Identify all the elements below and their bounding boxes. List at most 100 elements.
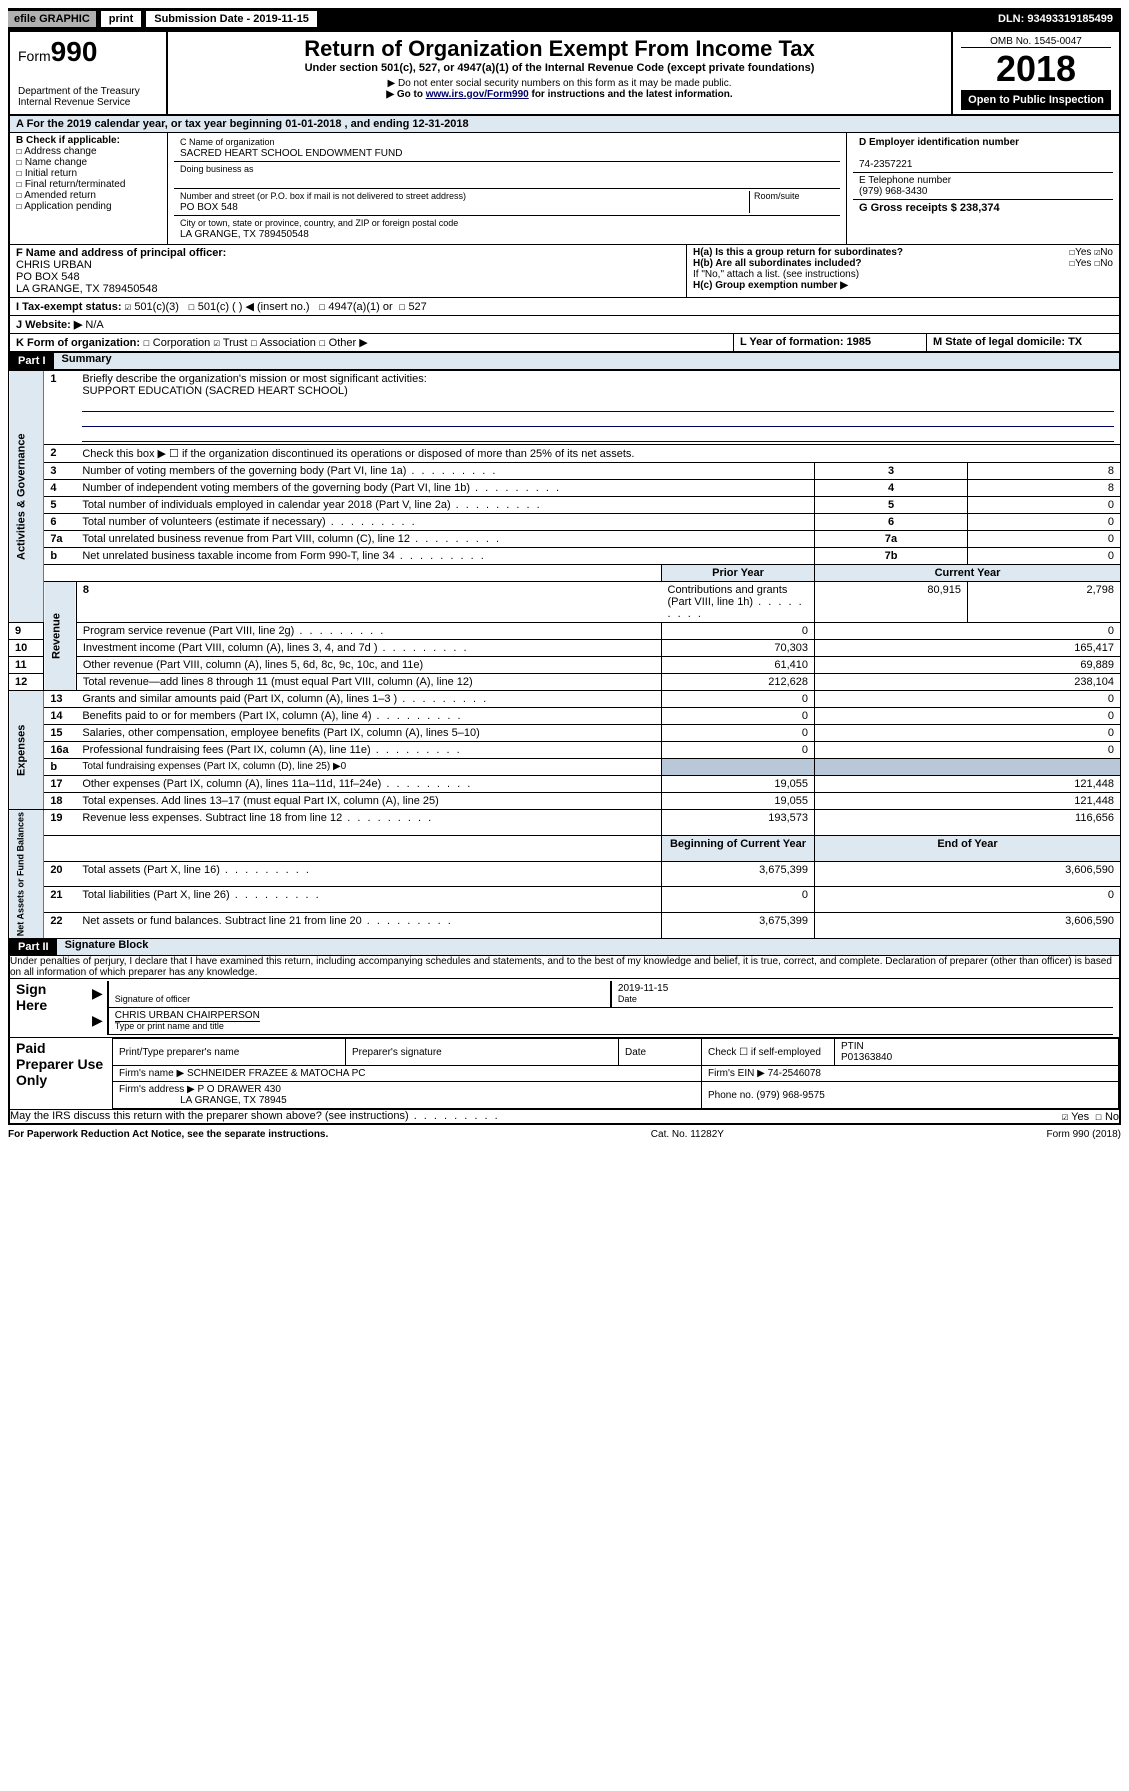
line1-label: Briefly describe the organization's miss…: [82, 373, 426, 385]
arrow-icon2: ▶: [88, 1008, 107, 1035]
prep-h5: PTIN: [841, 1041, 864, 1052]
chk-amend-icon[interactable]: ☐: [16, 190, 22, 201]
g-label: G Gross receipts $ 238,374: [859, 202, 1000, 214]
i-4947-icon[interactable]: ☐: [319, 300, 326, 313]
l7ab: 7a: [815, 531, 968, 548]
i-501c3-icon[interactable]: ☑: [125, 300, 132, 313]
inspection-label: Open to Public Inspection: [961, 90, 1111, 110]
i-501c-icon[interactable]: ☐: [188, 300, 195, 313]
e16ac: 0: [815, 742, 1121, 759]
r12n: 12: [9, 674, 44, 691]
e18l: Total expenses. Add lines 13–17 (must eq…: [76, 793, 661, 810]
line2-label: Check this box ▶ ☐ if the organization d…: [76, 445, 1120, 463]
e13p: 0: [662, 691, 815, 708]
chk-init-icon[interactable]: ☐: [16, 168, 22, 179]
l6b: 6: [815, 514, 968, 531]
chk-final-icon[interactable]: ☐: [16, 179, 22, 190]
l4b: 4: [815, 480, 968, 497]
f-name: CHRIS URBAN: [16, 259, 680, 271]
discuss-yes-icon[interactable]: ☑: [1062, 1110, 1069, 1123]
no-label: No: [1100, 247, 1113, 258]
form990-link[interactable]: www.irs.gov/Form990: [426, 89, 529, 100]
e16bc: [815, 759, 1121, 776]
e18c: 121,448: [815, 793, 1121, 810]
e14l: Benefits paid to or for members (Part IX…: [76, 708, 661, 725]
line1-num: 1: [44, 371, 77, 445]
r11p: 61,410: [662, 657, 815, 674]
l4l: Number of independent voting members of …: [76, 480, 814, 497]
hdr-begin: Beginning of Current Year: [662, 835, 815, 861]
omb-number: OMB No. 1545-0047: [961, 36, 1111, 48]
e19n: 19: [44, 810, 77, 836]
dept-label: Department of the Treasury: [18, 86, 158, 97]
e16bl: Total fundraising expenses (Part IX, col…: [76, 759, 661, 776]
k-corp-icon[interactable]: ☐: [143, 336, 150, 349]
part1-title: Summary: [54, 353, 112, 369]
i-527-icon[interactable]: ☐: [399, 300, 406, 313]
tax-year: 2018: [961, 48, 1111, 90]
n20n: 20: [44, 861, 77, 887]
e13c: 0: [815, 691, 1121, 708]
r10p: 70,303: [662, 640, 815, 657]
r10c: 165,417: [815, 640, 1121, 657]
j-label: J Website: ▶: [16, 319, 82, 331]
line2-num: 2: [44, 445, 77, 463]
paid-prep-block: Paid Preparer Use Only Print/Type prepar…: [8, 1037, 1121, 1109]
chk-name-icon[interactable]: ☐: [16, 157, 22, 168]
l7bv: 0: [968, 548, 1121, 565]
chk-app-icon[interactable]: ☐: [16, 201, 22, 212]
opt-init: Initial return: [25, 168, 77, 179]
hdr-curr: Current Year: [815, 565, 1121, 582]
e17c: 121,448: [815, 776, 1121, 793]
group-revenue: Revenue: [44, 582, 77, 691]
f-addr2: LA GRANGE, TX 789450548: [16, 283, 680, 295]
period-row: A For the 2019 calendar year, or tax yea…: [8, 116, 1121, 133]
opt-app: Application pending: [24, 201, 111, 212]
firm-val: SCHNEIDER FRAZEE & MATOCHA PC: [187, 1068, 366, 1079]
r12c: 238,104: [815, 674, 1121, 691]
n21p: 0: [662, 887, 815, 913]
e13l: Grants and similar amounts paid (Part IX…: [76, 691, 661, 708]
info-block: B Check if applicable: ☐ Address change …: [8, 133, 1121, 244]
k-o2: Trust: [223, 337, 248, 349]
r8n: 8: [76, 582, 661, 623]
e19c: 116,656: [815, 810, 1121, 836]
n20l: Total assets (Part X, line 16): [76, 861, 661, 887]
e16ap: 0: [662, 742, 815, 759]
form-title: Return of Organization Exempt From Incom…: [176, 36, 943, 62]
footer: For Paperwork Reduction Act Notice, see …: [8, 1129, 1121, 1140]
discuss-no-icon[interactable]: ☐: [1095, 1110, 1102, 1123]
klm-row: K Form of organization: ☐ Corporation ☑ …: [8, 334, 1121, 353]
r10l: Investment income (Part VIII, column (A)…: [76, 640, 661, 657]
hdr-end: End of Year: [815, 835, 1121, 861]
r10n: 10: [9, 640, 44, 657]
e18n: 18: [44, 793, 77, 810]
faddr-label: Firm's address ▶: [119, 1084, 195, 1095]
sig-officer-label: Signature of officer: [115, 994, 190, 1004]
l6l: Total number of volunteers (estimate if …: [76, 514, 814, 531]
summary-table: Activities & Governance 1 Briefly descri…: [8, 370, 1121, 939]
n22n: 22: [44, 913, 77, 939]
submission-date: Submission Date - 2019-11-15: [146, 11, 317, 27]
e19p: 193,573: [662, 810, 815, 836]
print-button[interactable]: print: [100, 10, 142, 28]
n22c: 3,606,590: [815, 913, 1121, 939]
e18p: 19,055: [662, 793, 815, 810]
l5l: Total number of individuals employed in …: [76, 497, 814, 514]
chk-addr-icon[interactable]: ☐: [16, 146, 22, 157]
f-label: F Name and address of principal officer:: [16, 247, 226, 259]
ein-label: Firm's EIN ▶: [708, 1068, 765, 1079]
note2b: for instructions and the latest informat…: [529, 89, 733, 100]
j-row: J Website: ▶ N/A: [8, 316, 1121, 334]
graphic-label: efile GRAPHIC: [8, 11, 96, 27]
r8p: 80,915: [815, 582, 968, 623]
name-label: Type or print name and title: [115, 1021, 224, 1031]
k-assoc-icon[interactable]: ☐: [251, 336, 258, 349]
section-b-label: B Check if applicable:: [16, 135, 161, 146]
l7bn: b: [44, 548, 77, 565]
yes-label: Yes: [1075, 247, 1091, 258]
l3l: Number of voting members of the governin…: [76, 463, 814, 480]
k-other-icon[interactable]: ☐: [319, 336, 326, 349]
k-trust-icon[interactable]: ☑: [213, 336, 220, 349]
l7bb: 7b: [815, 548, 968, 565]
